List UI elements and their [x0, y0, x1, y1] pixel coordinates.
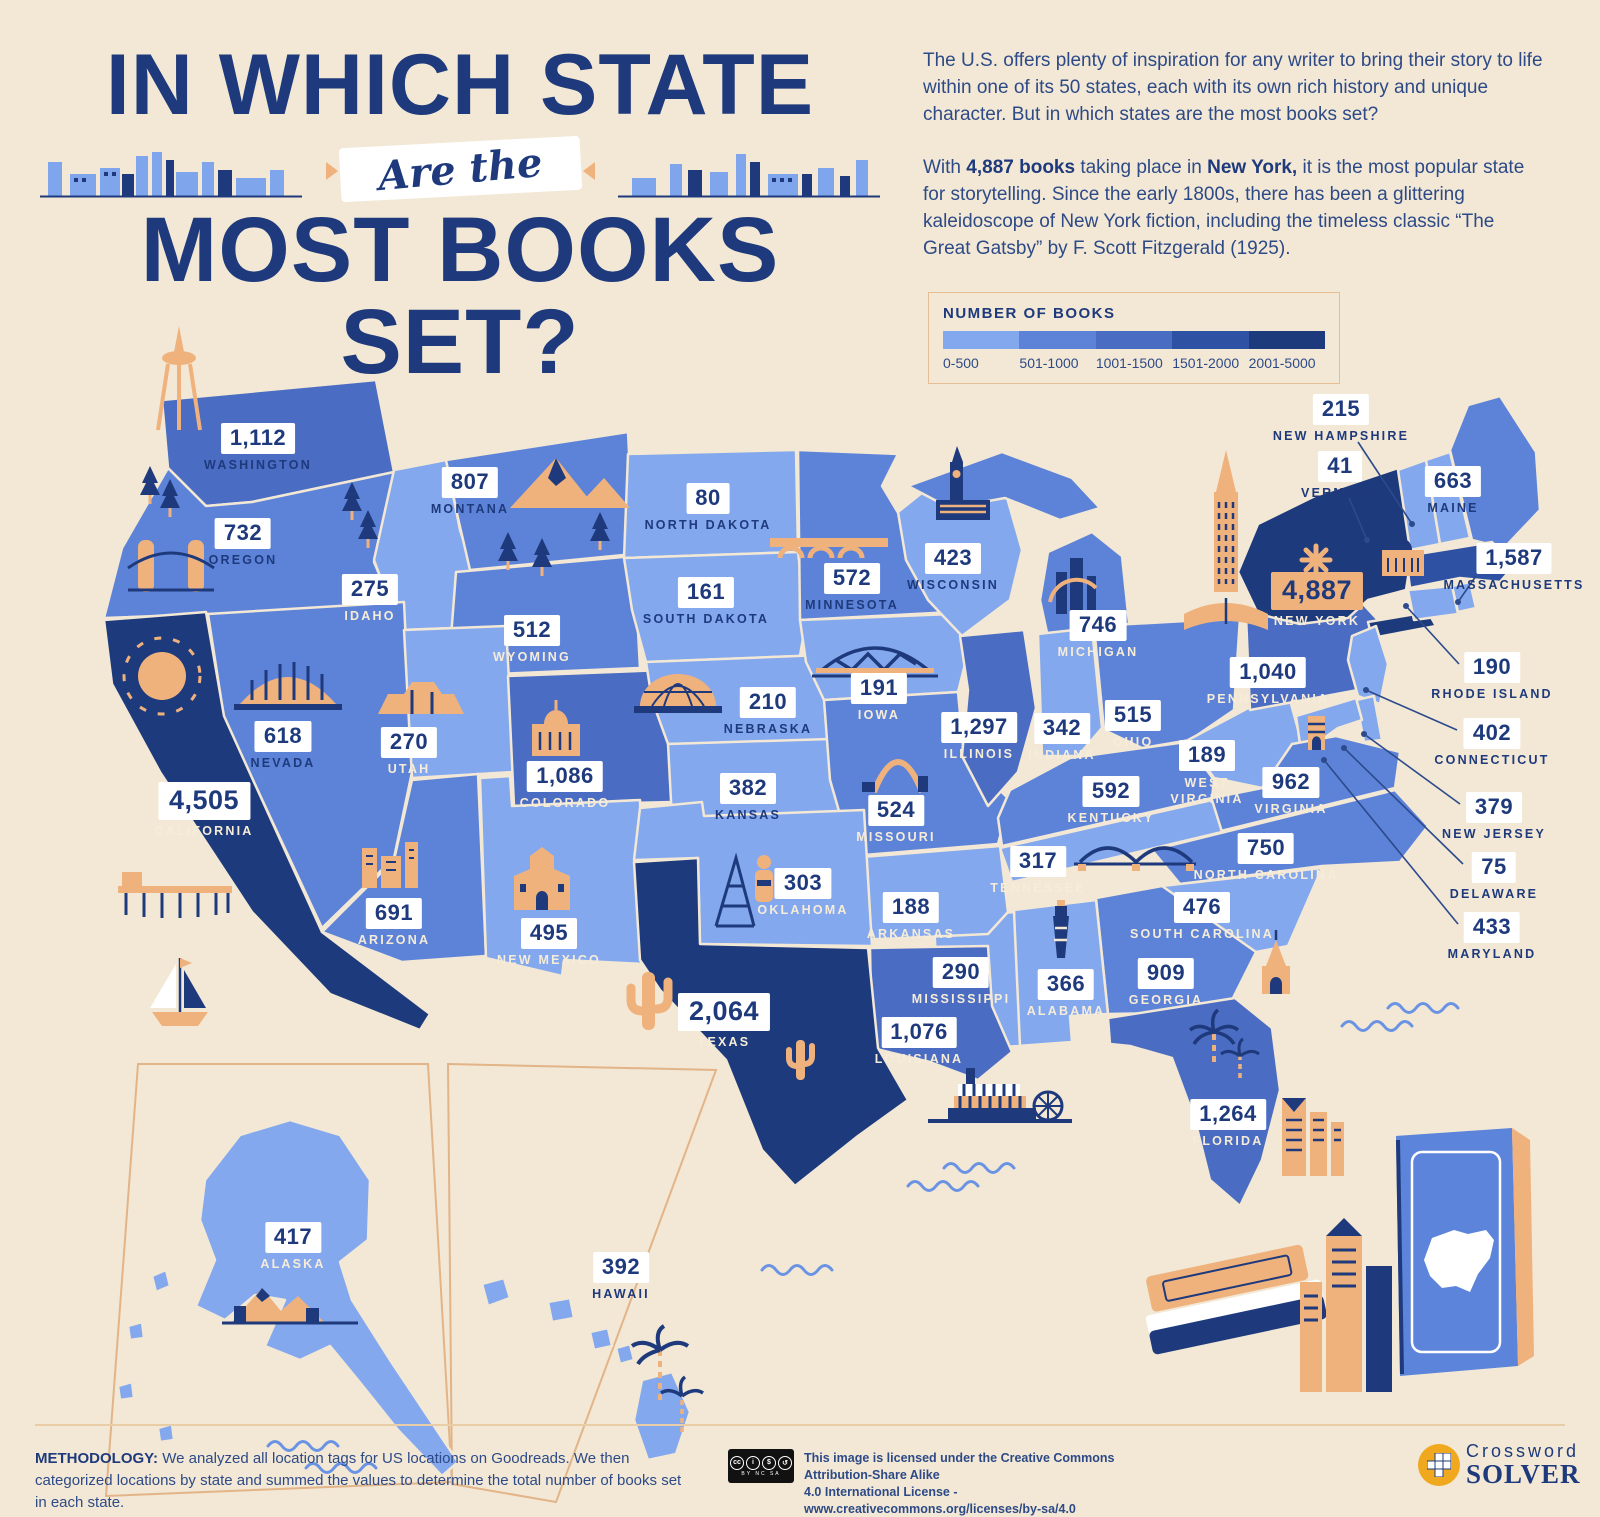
footer-divider: [35, 1424, 1565, 1426]
state-shape-ia: [798, 612, 970, 702]
cc-by-icon: i: [746, 1455, 760, 1470]
cc-sa-icon: ↺: [778, 1455, 792, 1470]
cc-icon: cc: [730, 1455, 744, 1470]
portland-bridge-icon: [127, 540, 215, 592]
state-shape-ar: [848, 844, 1010, 942]
nevada-building-icon: [234, 662, 342, 710]
title-line-2: MOST BOOKS SET?: [140, 199, 780, 393]
intro-paragraph-2: With 4,887 books taking place in New Yor…: [923, 156, 1525, 259]
state-shape-ct: [1406, 584, 1460, 622]
books-illustration: [1145, 1128, 1534, 1392]
legend-bucket-label: 1001-1500: [1095, 355, 1163, 371]
methodology-text: METHODOLOGY: We analyzed all location ta…: [35, 1450, 682, 1511]
legend-labels: 0-500 501-1000 1001-1500 1501-2000 2001-5000: [943, 355, 1325, 371]
utah-mesa-icon: [378, 682, 464, 714]
space-needle-icon: [156, 326, 202, 431]
sun-icon: [122, 636, 202, 716]
memphis-bridge-icon: [1074, 846, 1196, 871]
hawaii-inset-frame: [446, 1062, 718, 1504]
hawaii-islands: [480, 1276, 692, 1462]
banner-arrow-left-icon: [325, 162, 338, 180]
crossword-grid-icon: [1418, 1444, 1460, 1486]
legend-title: NUMBER OF BOOKS: [943, 305, 1116, 322]
maryland-tower-icon: [1308, 716, 1325, 750]
sailboat-icon: [150, 958, 208, 1026]
oil-derrick-icon: [714, 852, 773, 928]
miami-towers-icon: [1282, 1098, 1344, 1176]
callout-connector-lines: [1321, 441, 1477, 925]
intro-block: The U.S. offers plenty of inspiration fo…: [923, 48, 1547, 289]
state-shape-ok: [632, 800, 874, 948]
state-shape-ak: [194, 1118, 460, 1478]
banner-arrow-right-icon: [582, 162, 595, 180]
state-shape-de: [1354, 694, 1384, 744]
title-block: IN WHICH STATE: [40, 42, 880, 388]
legend-bucket-label: 501-1000: [1019, 355, 1079, 371]
snowflake-icon: [1299, 543, 1333, 577]
intro-paragraph-1: The U.S. offers plenty of inspiration fo…: [923, 50, 1543, 125]
texas-cactus-icon: [626, 972, 815, 1080]
state-shape-sd: [622, 550, 808, 664]
legend-color-bar: [943, 331, 1326, 349]
legend-swatch-1501-2000: [1172, 331, 1249, 349]
hawaii-palms-icon: [630, 1324, 704, 1432]
legend-swatch-0-500: [943, 331, 1020, 349]
colorado-capitol-icon: [532, 700, 580, 756]
minnesota-stone-bridge-icon: [770, 538, 888, 559]
legend-bucket-label: 1501-2000: [1172, 355, 1240, 371]
florida-palms-icon: [1188, 1008, 1260, 1078]
state-shape-tx: [632, 856, 910, 1188]
milwaukee-tower-icon: [936, 446, 990, 520]
legend-bucket-label: 0-500: [943, 355, 979, 371]
legend: NUMBER OF BOOKS 0-500 501-1000 1001-1500 15…: [928, 292, 1340, 384]
license-text: This image is licensed under the Creativ…: [804, 1451, 1115, 1516]
title-banner: Are the: [325, 135, 595, 203]
cc-nc-icon: $: [762, 1455, 776, 1470]
phoenix-buildings-icon: [362, 842, 418, 888]
new-york-tower-icon: [1184, 450, 1268, 630]
riverboat-icon: [928, 1068, 1072, 1123]
skyline-right-illustration: [618, 154, 880, 198]
new-england-capitol-icon: [1382, 539, 1424, 576]
alaska-islands: [116, 1268, 176, 1444]
georgia-church-icon: [1262, 930, 1290, 994]
nebraska-dome-icon: [634, 674, 722, 713]
title-middle-row: Are the: [40, 134, 880, 203]
new-mexico-mission-icon: [514, 847, 570, 910]
state-shape-nj: [1346, 624, 1390, 706]
california-pier-icon: [118, 872, 232, 918]
state-shape-in: [1036, 626, 1104, 758]
state-shape-ca: [102, 610, 432, 1032]
skyline-left-illustration: [40, 152, 302, 198]
legend-bucket-label: 2001-5000: [1248, 355, 1316, 371]
legend-swatch-501-1000: [1019, 331, 1096, 349]
crossword-solver-logo: Crossword SOLVER: [1418, 1442, 1581, 1488]
alaska-mountains-icon: [222, 1288, 358, 1325]
creative-commons-badge-icon: cc i $ ↺ BY NC SA: [728, 1449, 794, 1483]
legend-swatch-2001-5000: [1248, 331, 1326, 349]
state-shape-ny: [1236, 466, 1414, 626]
lighthouse-icon: [1053, 900, 1069, 958]
title-line-1: IN WHICH STATE: [105, 37, 815, 133]
detroit-skyline-icon: [1048, 558, 1098, 614]
state-shape-me: [1448, 394, 1542, 550]
montana-mountains-icon: [510, 458, 630, 508]
st-louis-arch-icon: [862, 759, 928, 794]
legend-swatch-1001-1500: [1095, 331, 1173, 349]
